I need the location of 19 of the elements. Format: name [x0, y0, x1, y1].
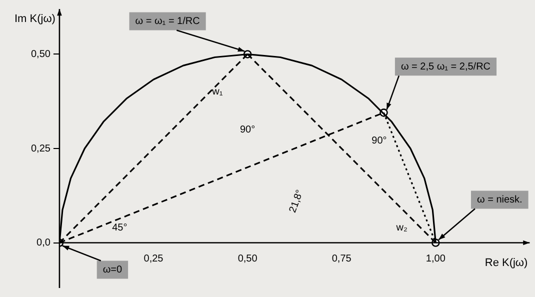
annotation: w₁	[211, 86, 224, 98]
x-tick-label: 1,00	[426, 254, 446, 265]
annotation: 90°	[240, 124, 256, 136]
annotation: ω = niesk.	[476, 194, 522, 206]
x-tick-label: 0,75	[332, 254, 352, 265]
annotation: 90°	[372, 136, 387, 147]
annotation: ω = 2,5 ω₁ = 2,5/RC	[400, 61, 491, 72]
annotation: 21,8°	[288, 188, 306, 214]
x-tick-label: 0,25	[144, 254, 164, 265]
annotation: ω = ω₁ = 1/RC	[135, 16, 200, 27]
y-tick-label: 0,25	[30, 143, 51, 154]
y-tick-label: 0,50	[30, 48, 51, 60]
x-axis-title: Re K(jω)	[484, 256, 528, 269]
y-axis-title: Im K(jω)	[14, 13, 56, 26]
annotation: ω=0	[102, 264, 122, 276]
annotation: 45°	[112, 222, 128, 234]
y-tick-label: 0,0	[36, 238, 51, 249]
x-tick-label: 0,50	[238, 254, 258, 265]
annotation: w₂	[395, 222, 408, 234]
